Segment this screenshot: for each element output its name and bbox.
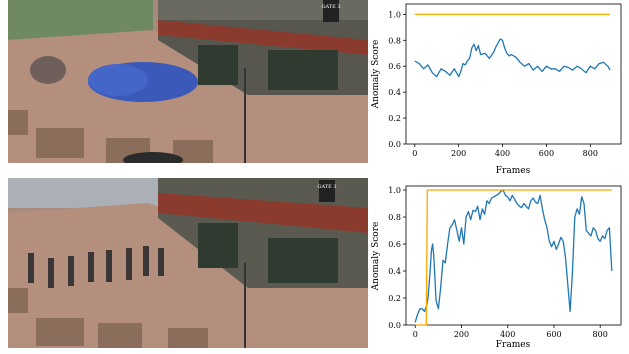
plot-frame [405,185,622,326]
axis-ticks: 0 200 400 600 800 0.0 0.2 0.4 0.6 0.8 1.0 [388,10,598,158]
y-tick-label: 0.8 [388,36,401,45]
y-axis-label: Anomaly Score [371,222,381,292]
x-axis-label: Frames [496,340,531,350]
x-tick-label: 0 [413,330,418,339]
y-tick-label: 1.0 [388,186,401,195]
plot-frame [405,3,622,145]
x-tick-label: 800 [583,149,598,158]
chart-svg-bottom: 0 200 400 600 800 0.0 0.2 0.4 0.6 0.8 1.0 Anomaly … [371,185,622,350]
y-tick-label: 0.4 [388,88,401,97]
score-line [414,38,611,78]
x-tick-label: 800 [593,330,608,339]
x-tick-label: 400 [500,330,515,339]
x-tick-label: 600 [546,330,561,339]
y-tick-label: 0.6 [388,62,401,71]
x-tick-label: 200 [451,149,466,158]
series-lines [414,13,611,78]
y-tick-label: 0.2 [388,294,401,303]
x-axis-label: Frames [496,166,531,176]
y-tick-label: 0.8 [388,213,401,222]
y-tick-label: 1.0 [388,10,401,19]
gate-sign: GATE 3 [317,184,336,190]
y-tick-label: 0.2 [388,114,401,123]
series-lines [414,189,613,326]
surveillance-frame-bottom: GATE 3 [8,178,368,348]
surveillance-frame-top: GATE 3 [8,0,368,163]
plaza-scene-top: GATE 3 [8,0,368,163]
x-tick-label: 0 [412,149,417,158]
anomaly-chart-bottom: 0 200 400 600 800 0.0 0.2 0.4 0.6 0.8 1.0 Anomaly … [368,178,629,350]
score-line [414,189,613,323]
y-tick-label: 0.4 [388,267,401,276]
axis-ticks: 0 200 400 600 800 0.0 0.2 0.4 0.6 0.8 1.0 [388,186,608,339]
x-tick-label: 200 [454,330,469,339]
y-axis-label: Anomaly Score [371,40,381,110]
label-line [415,189,612,326]
y-tick-label: 0.6 [388,240,401,249]
y-tick-label: 0.0 [388,140,401,149]
x-tick-label: 400 [495,149,510,158]
y-tick-label: 0.0 [388,321,401,330]
gate-sign: GATE 3 [321,4,340,10]
chart-svg-top: 0 200 400 600 800 0.0 0.2 0.4 0.6 0.8 1.0 Anomaly … [371,3,622,176]
x-tick-label: 600 [539,149,554,158]
plaza-scene-bottom: GATE 3 [8,178,368,348]
anomaly-chart-top: 0 200 400 600 800 0.0 0.2 0.4 0.6 0.8 1.0 Anomaly … [368,0,629,178]
